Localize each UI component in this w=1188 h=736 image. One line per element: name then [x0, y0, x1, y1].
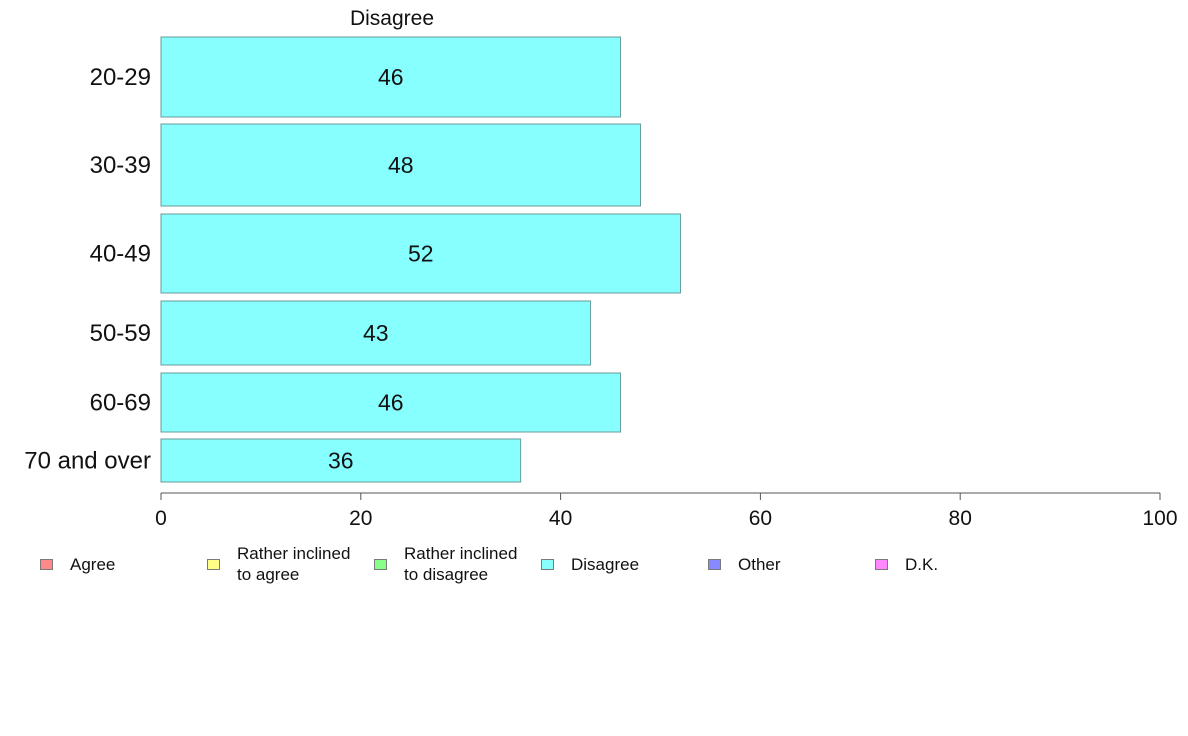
bar-70-and-over — [160, 438, 522, 483]
y-tick-label: 20-29 — [90, 64, 151, 91]
chart-title: Disagree — [350, 7, 434, 30]
legend-label: D.K. — [905, 554, 939, 574]
data-label: 43 — [363, 320, 389, 346]
x-tick-label: 20 — [349, 507, 372, 530]
legend-label: Rather inclined to agree — [237, 544, 351, 584]
x-tick-label: 40 — [549, 507, 572, 530]
data-label: 48 — [388, 152, 414, 178]
y-axis-labels: 20-29 30-39 40-49 50-59 60-69 70 and over — [24, 64, 151, 475]
legend-item: Agree — [40, 542, 115, 586]
legend-swatch — [541, 558, 554, 570]
legend: Agree Rather inclined to agree Rather incl… — [0, 540, 1188, 600]
legend-swatch — [875, 558, 888, 570]
legend-swatch — [374, 558, 387, 570]
x-tick-label: 100 — [1142, 507, 1177, 530]
legend-label: Other — [738, 554, 781, 574]
y-tick-label: 60-69 — [90, 390, 151, 417]
y-tick-label: 30-39 — [90, 152, 151, 179]
legend-label: Disagree — [571, 554, 640, 574]
x-axis: 0 20 40 60 80 100 — [155, 492, 1178, 530]
x-tick-label: 80 — [949, 507, 972, 530]
data-label: 36 — [328, 448, 354, 474]
bar-30-39 — [160, 123, 642, 207]
data-label: 46 — [378, 64, 404, 90]
y-tick-label: 40-49 — [90, 241, 151, 268]
bar-20-29 — [160, 36, 622, 118]
legend-item: D.K. — [875, 542, 938, 586]
y-tick-label: 50-59 — [90, 320, 151, 347]
bar-40-49 — [160, 213, 681, 294]
legend-label: Rather inclined to disagree — [404, 544, 518, 584]
bar-60-69 — [160, 372, 622, 433]
legend-item: Rather inclined to disagree — [374, 542, 517, 586]
x-tick-label: 60 — [749, 507, 772, 530]
y-tick-label: 70 and over — [24, 448, 151, 475]
legend-swatch — [40, 558, 53, 570]
bar-chart: Disagree 46 48 52 43 46 36 20-29 30-39 40-49 50-… — [24, 7, 1178, 530]
legend-item: Disagree — [541, 542, 639, 586]
x-tick-label: 0 — [155, 507, 167, 530]
bars-group: 46 48 52 43 46 36 — [160, 36, 681, 483]
data-label: 52 — [408, 241, 434, 267]
legend-swatch — [207, 558, 220, 570]
bar-50-59 — [160, 300, 592, 366]
legend-label: Agree — [70, 554, 116, 574]
data-label: 46 — [378, 390, 404, 416]
legend-item: Other — [708, 542, 781, 586]
legend-swatch — [708, 558, 721, 570]
legend-item: Rather inclined to agree — [207, 542, 350, 586]
